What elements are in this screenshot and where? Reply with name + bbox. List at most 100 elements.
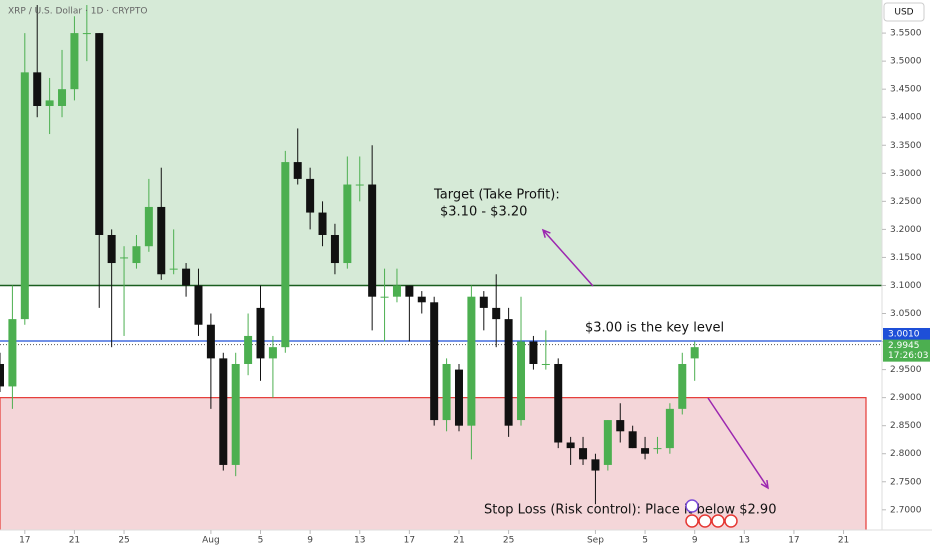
candle-body (8, 319, 17, 387)
candle-body (107, 234, 116, 264)
arrow (707, 397, 769, 489)
x-tick-label: 17 (788, 536, 799, 546)
candle-body (479, 296, 488, 308)
candle-body (442, 363, 451, 421)
candle-body (231, 363, 240, 465)
x-tick-label: 17 (404, 536, 415, 546)
y-tick-label: 3.2000 (890, 225, 922, 235)
arrow-head (760, 479, 769, 490)
candle-body (306, 178, 315, 213)
candle-body (0, 363, 4, 387)
event-icon (711, 514, 725, 528)
candle-body (368, 184, 377, 297)
candle-body (603, 420, 612, 465)
candle-body (665, 408, 674, 449)
candle-body (20, 72, 29, 320)
candle-body (653, 448, 662, 450)
candle-body (678, 363, 687, 409)
x-tick-label: 5 (258, 536, 264, 546)
currency: USD (894, 8, 913, 18)
candle-body (566, 442, 575, 449)
y-tick-label: 2.8000 (890, 449, 922, 459)
y-tick-label: 3.1000 (890, 281, 922, 291)
target-annotation: $3.10 - $3.20 (440, 205, 527, 220)
event-icon (724, 514, 738, 528)
y-tick-label: 3.3500 (890, 141, 922, 151)
y-tick-label: 2.7500 (890, 477, 922, 487)
arrow-head (541, 228, 551, 238)
y-tick-label: 3.4000 (890, 113, 922, 123)
key-level-tag (883, 327, 930, 340)
target-annotation: Target (Take Profit): (433, 188, 560, 203)
candle-body (82, 33, 91, 35)
candle-body (529, 341, 538, 364)
candle-body (355, 184, 364, 186)
candle-body (579, 448, 588, 460)
candle-body (95, 33, 104, 235)
candle-body (318, 212, 327, 235)
x-tick-label: 21 (453, 536, 464, 546)
x-tick-label: Sep (587, 536, 604, 546)
arrow (542, 229, 594, 287)
candle-body (492, 307, 501, 320)
stop-annotation: Stop Loss (Risk control): Place it below… (484, 503, 776, 518)
candle-body (690, 347, 699, 359)
candle-body (392, 285, 401, 297)
y-tick-label: 3.2500 (890, 197, 922, 207)
y-tick-label: 3.0500 (890, 309, 922, 319)
candle-body (169, 268, 178, 270)
currency-box[interactable] (883, 2, 925, 22)
y-tick-label: 3.3000 (890, 169, 922, 179)
candle-body (504, 319, 513, 426)
candle-body (380, 296, 389, 298)
x-tick-label: 9 (307, 536, 313, 546)
candle-body (343, 184, 352, 264)
candle-body (430, 302, 439, 421)
last-price-tag-label: 2.9945 (888, 341, 920, 351)
last-price-tag (883, 339, 930, 362)
candle-body (45, 100, 54, 106)
y-tick-label: 2.9500 (890, 365, 922, 375)
candle-body (541, 363, 550, 365)
candle-body (132, 246, 141, 264)
candle-body (467, 296, 476, 426)
event-icon (685, 514, 699, 528)
x-tick-label: 13 (354, 536, 365, 546)
event-icon (685, 499, 699, 513)
y-tick-label: 3.5000 (890, 57, 922, 67)
event-icon (698, 514, 712, 528)
candle-body (157, 206, 166, 275)
y-tick-label: 3.1500 (890, 253, 922, 263)
candle-body (281, 162, 290, 348)
key-level-tag-label: 3.0010 (888, 329, 920, 339)
x-tick-label: Aug (202, 536, 220, 546)
candle-body (405, 285, 414, 297)
y-tick-label: 2.8500 (890, 421, 922, 431)
candle-body (194, 285, 203, 325)
candle-body (417, 296, 426, 303)
y-tick-label: 3.5500 (890, 29, 922, 39)
candle-body (293, 162, 302, 179)
x-tick-label: 17 (19, 536, 30, 546)
key-annotation: $3.00 is the key level (585, 321, 724, 336)
candle-body (182, 268, 191, 286)
candle-body (256, 307, 265, 359)
x-tick-label: 25 (118, 536, 129, 546)
x-tick-label: 21 (69, 536, 80, 546)
candle-body (517, 341, 526, 421)
x-tick-label: 9 (692, 536, 698, 546)
candle-body (554, 363, 563, 443)
y-tick-label: 2.9000 (890, 393, 922, 403)
candle-body (33, 72, 42, 106)
candle-body (219, 358, 228, 465)
target-zone (0, 0, 882, 286)
candle-body (330, 234, 339, 264)
candle-body (144, 206, 153, 247)
x-tick-label: 25 (503, 536, 514, 546)
candle-body (641, 448, 650, 454)
y-tick-label: 3.4500 (890, 85, 922, 95)
candle-body (206, 324, 215, 359)
countdown: 17:26:03 (888, 351, 928, 361)
chart-title: XRP / U.S. Dollar · 1D · CRYPTO (8, 7, 147, 17)
